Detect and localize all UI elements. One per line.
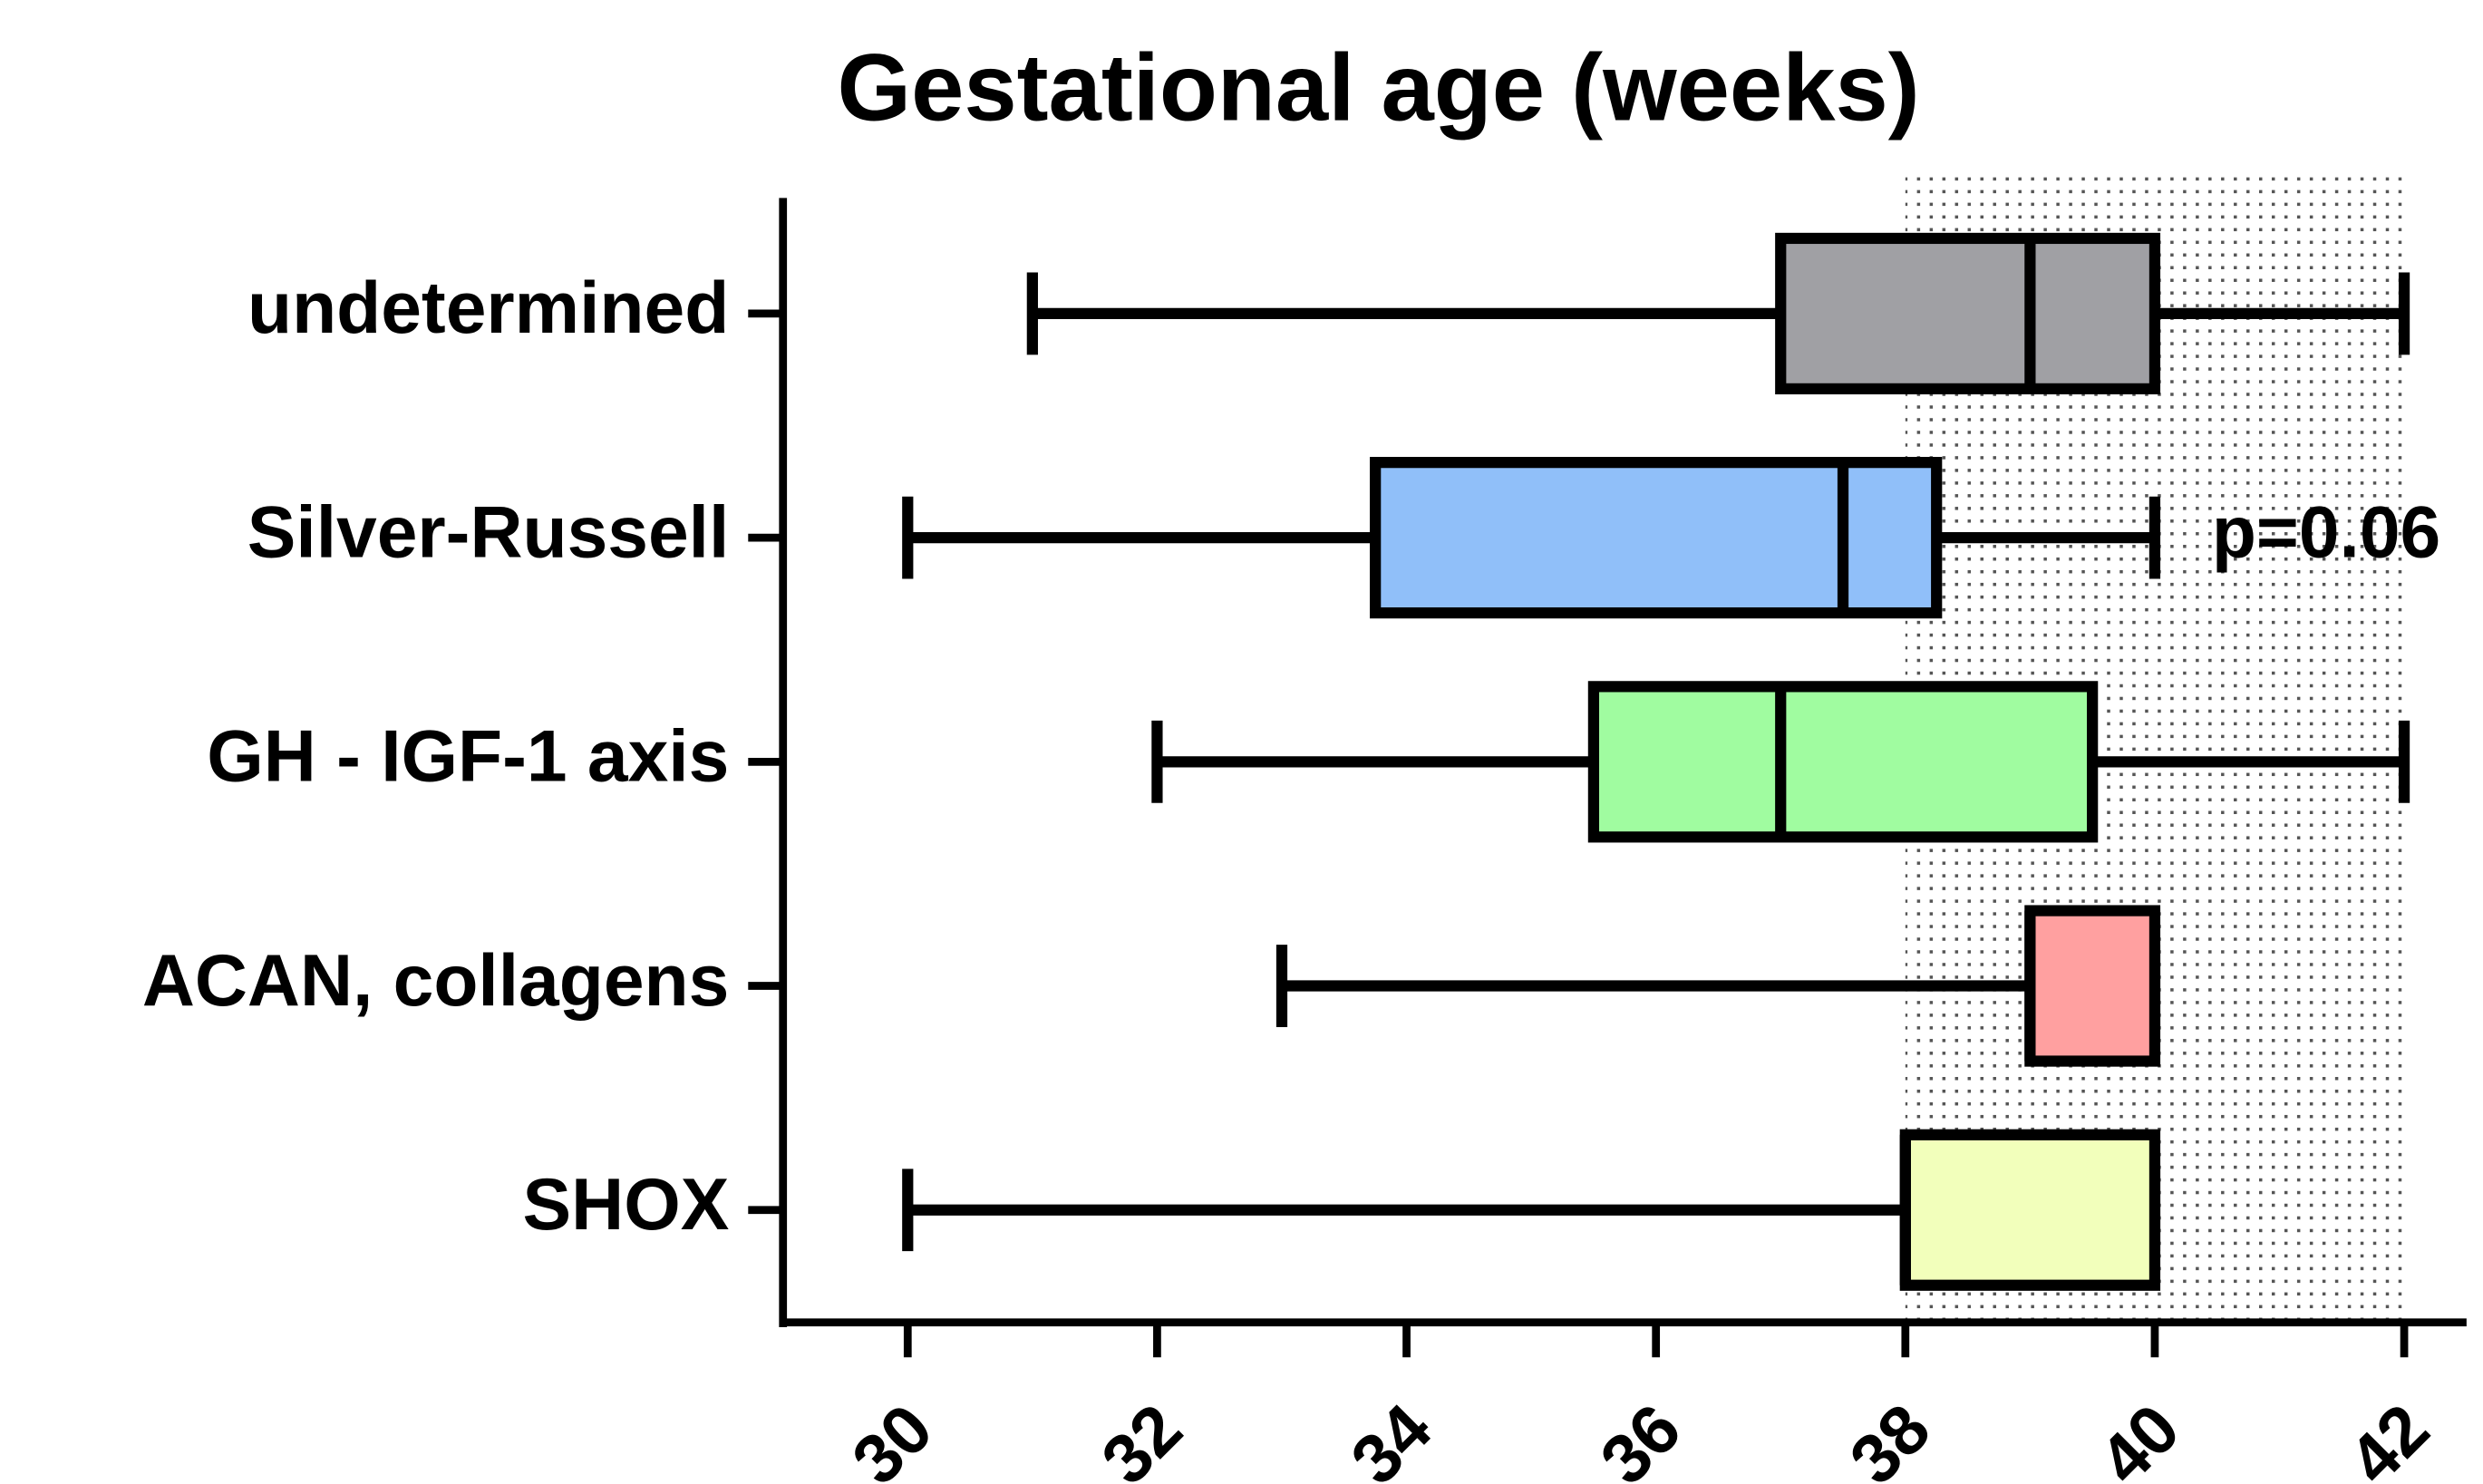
y-tick-label: SHOX [523, 1164, 730, 1246]
x-tick-label: 38 [1835, 1390, 1945, 1484]
box [1587, 681, 2099, 843]
x-tick-label: 34 [1336, 1390, 1446, 1484]
box [1775, 232, 2161, 395]
y-tick-label: undetermined [247, 267, 729, 349]
y-tick-label: GH - IGF-1 axis [207, 716, 729, 798]
x-tick-label: 36 [1586, 1390, 1695, 1484]
y-tick-label: ACAN, collagens [142, 940, 729, 1022]
chart-title: Gestational age (weeks) [838, 35, 1920, 141]
annotation: p=0.06 [2212, 491, 2440, 573]
x-tick-label: 30 [838, 1390, 947, 1484]
box [1899, 1129, 2161, 1291]
y-tick-label: Silver-Russell [247, 491, 730, 573]
x-tick-label: 40 [2085, 1390, 2195, 1484]
x-tick-label: 32 [1087, 1390, 1197, 1484]
x-tick-label: 42 [2334, 1390, 2444, 1484]
box [2024, 905, 2161, 1067]
box [1370, 457, 1943, 619]
